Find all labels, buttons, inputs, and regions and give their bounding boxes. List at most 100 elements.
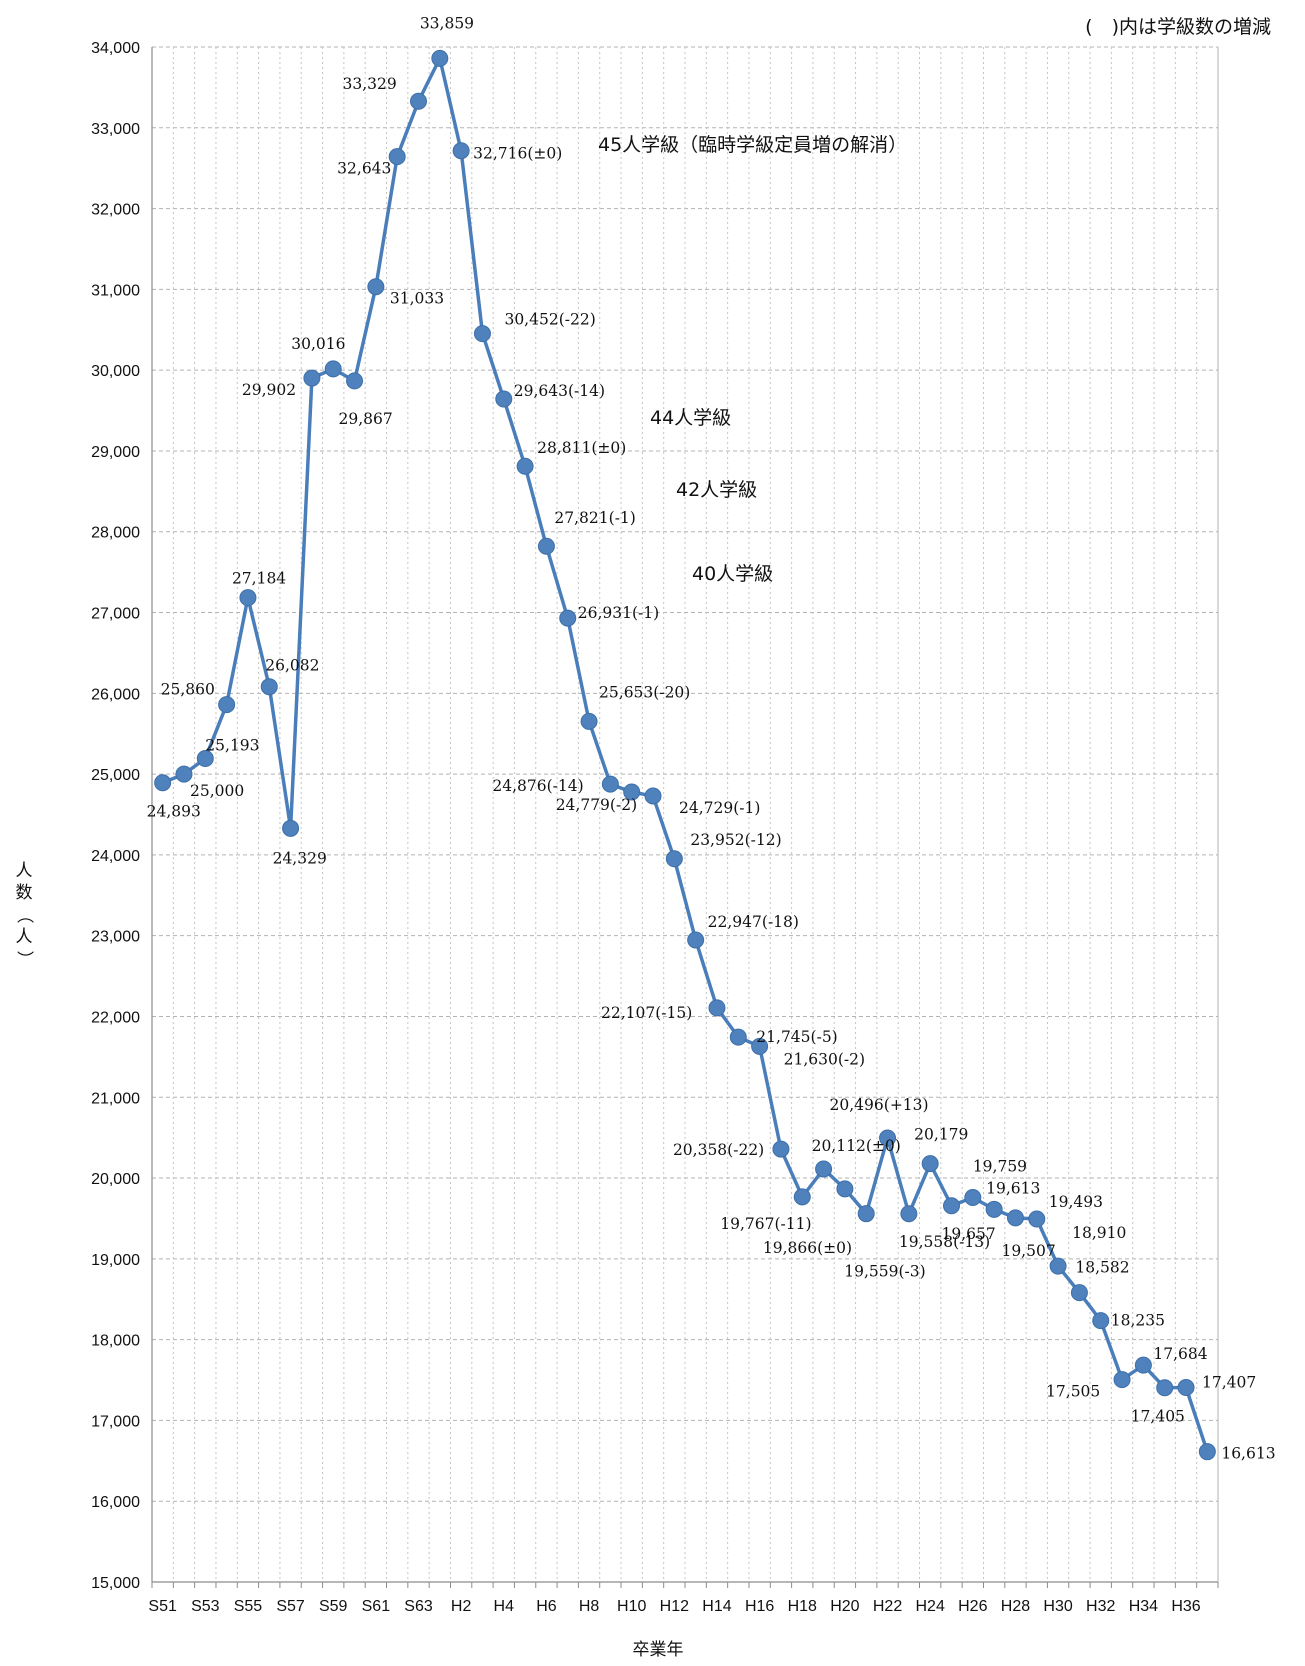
x-tick-label: S55 — [234, 1598, 263, 1615]
data-point — [175, 765, 193, 783]
data-label: 16,613 — [1221, 1445, 1275, 1463]
data-point — [1156, 1379, 1174, 1397]
data-label: 33,329 — [343, 75, 397, 93]
data-point — [282, 819, 300, 837]
data-point — [921, 1155, 939, 1173]
data-point — [665, 850, 683, 868]
x-tick-label: H12 — [660, 1598, 689, 1615]
data-point — [559, 609, 577, 627]
x-tick-label: S57 — [276, 1598, 305, 1615]
data-point — [516, 457, 534, 475]
data-label: 19,558(-13) — [899, 1233, 990, 1251]
data-label: 21,630(-2) — [784, 1050, 865, 1068]
data-label: 30,452(-22) — [504, 311, 595, 329]
data-label: 25,000 — [190, 782, 244, 800]
data-label: 23,952(-12) — [690, 831, 781, 849]
data-labels: 24,893 25,000 25,193 25,860 27,184 26,082 24,3… — [147, 14, 1276, 1462]
class-size-annotation: 44人学級 — [650, 407, 731, 429]
data-label: 20,496(+13) — [830, 1096, 929, 1114]
data-point — [1113, 1371, 1131, 1389]
x-tick-label: H32 — [1086, 1598, 1115, 1615]
data-point — [410, 92, 427, 110]
y-tick-label: 27,000 — [91, 606, 140, 623]
data-point — [708, 999, 726, 1017]
x-tick-label: H4 — [494, 1598, 515, 1615]
data-point — [537, 537, 555, 555]
data-label: 27,184 — [232, 570, 286, 588]
data-point — [836, 1180, 854, 1198]
data-label: 19,559(-3) — [844, 1263, 925, 1281]
data-point — [196, 750, 214, 768]
y-tick-label: 26,000 — [91, 686, 140, 703]
data-point — [1028, 1210, 1046, 1228]
y-tick-label: 18,000 — [91, 1333, 140, 1350]
data-point — [687, 931, 705, 949]
x-tick-label: H16 — [745, 1598, 774, 1615]
data-point — [1177, 1379, 1195, 1397]
data-label: 19,767(-11) — [720, 1215, 811, 1233]
data-point — [388, 148, 406, 166]
y-tick-label: 20,000 — [91, 1171, 140, 1188]
x-tick-label: H30 — [1043, 1598, 1072, 1615]
grid-lines — [152, 46, 1219, 1583]
y-tick-label: 23,000 — [91, 929, 140, 946]
data-label: 19,759 — [973, 1158, 1027, 1176]
x-axis-title: 卒業年 — [633, 1640, 684, 1660]
y-tick-label: 15,000 — [91, 1575, 140, 1592]
data-point — [751, 1037, 769, 1055]
y-tick-label: 30,000 — [91, 363, 140, 380]
data-label: 18,910 — [1072, 1224, 1126, 1242]
data-label: 19,866(±0) — [763, 1239, 852, 1257]
data-point — [644, 787, 662, 805]
data-label: 29,643(-14) — [514, 382, 605, 400]
data-point — [154, 774, 172, 792]
data-point — [900, 1205, 918, 1223]
data-label: 17,684 — [1153, 1345, 1207, 1363]
data-label: 17,405 — [1131, 1408, 1185, 1426]
y-tick-label: 22,000 — [91, 1009, 140, 1026]
data-label: 18,582 — [1075, 1259, 1129, 1277]
data-label: 26,082 — [265, 657, 319, 675]
data-point — [1049, 1257, 1067, 1275]
data-label: 22,947(-18) — [708, 913, 799, 931]
data-point — [1198, 1443, 1216, 1461]
y-tick-label: 33,000 — [91, 121, 140, 138]
data-point — [815, 1160, 833, 1178]
data-label: 25,860 — [161, 681, 215, 699]
data-label: 25,193 — [205, 737, 259, 755]
x-tick-label: H14 — [702, 1598, 731, 1615]
data-point — [793, 1188, 811, 1206]
x-tick-label: S51 — [148, 1598, 177, 1615]
x-tick-label: S59 — [319, 1598, 348, 1615]
data-label: 24,329 — [273, 849, 327, 867]
data-label: 31,033 — [390, 290, 444, 308]
data-label: 17,407 — [1202, 1374, 1256, 1392]
data-point — [580, 712, 598, 730]
data-label: 27,821(-1) — [554, 509, 635, 527]
data-point — [431, 49, 449, 67]
x-tick-labels: S51 S53 S55 S57 S59 S61 S63 H2 H4 H6 H8 H10 H12 H14 H1… — [148, 1598, 1200, 1615]
x-tick-label: H18 — [788, 1598, 817, 1615]
data-point — [772, 1140, 790, 1158]
data-label: 32,643 — [337, 160, 391, 178]
data-point — [879, 1129, 897, 1147]
data-point — [495, 390, 513, 408]
x-tick-label: S53 — [191, 1598, 220, 1615]
x-tick-label: H8 — [579, 1598, 600, 1615]
data-point — [943, 1197, 960, 1215]
data-point — [473, 325, 491, 343]
x-tick-label: H2 — [451, 1598, 472, 1615]
data-label: 29,902 — [242, 381, 296, 399]
x-tick-label: S61 — [362, 1598, 391, 1615]
data-label: 20,358(-22) — [673, 1141, 764, 1159]
data-label: 19,657 — [942, 1225, 996, 1243]
y-tick-labels: 15,000 16,000 17,000 18,000 19,000 20,000 21,0… — [91, 40, 140, 1592]
y-tick-label: 34,000 — [91, 40, 140, 57]
y-tick-label: 16,000 — [91, 1494, 140, 1511]
y-axis-title: 人数（人） — [14, 861, 34, 968]
data-point — [601, 775, 619, 793]
data-point — [964, 1189, 982, 1207]
x-tick-label: H6 — [536, 1598, 557, 1615]
axes — [151, 47, 1219, 1588]
